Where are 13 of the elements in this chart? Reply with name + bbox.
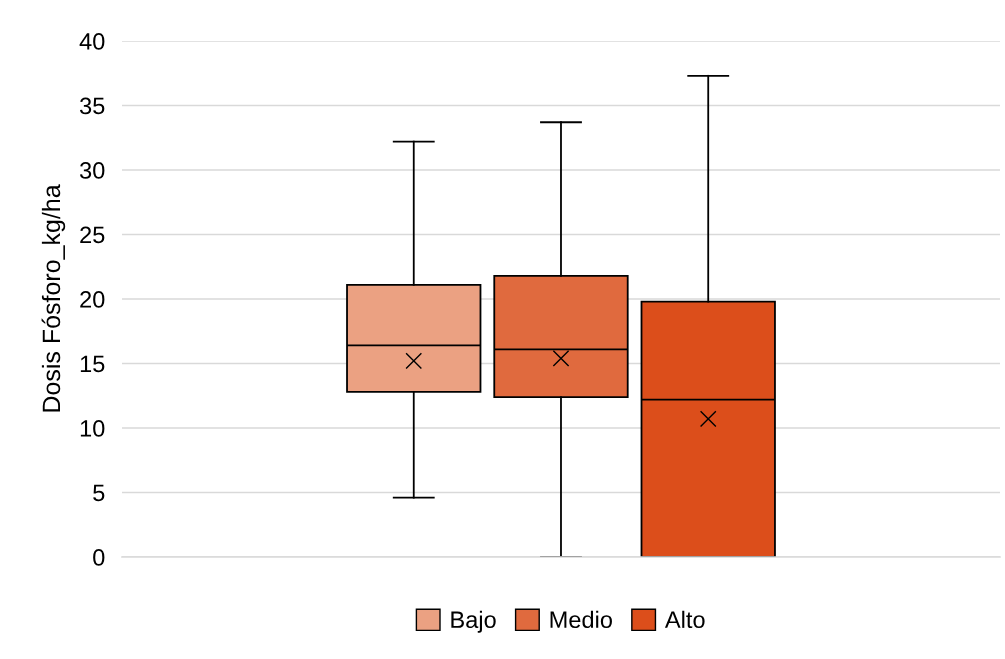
y-tick-label: 5 bbox=[93, 484, 105, 502]
y-tick-label: 15 bbox=[80, 355, 105, 373]
legend-label: Bajo bbox=[451, 610, 496, 633]
y-tick-label: 25 bbox=[80, 226, 105, 244]
legend-label: Alto bbox=[664, 610, 705, 629]
y-tick-label: 35 bbox=[79, 97, 105, 115]
y-tick-label: 30 bbox=[79, 162, 105, 179]
y-tick-label: 20 bbox=[80, 291, 105, 308]
y-tick-label: 0 bbox=[93, 549, 105, 566]
legend-label: Medio bbox=[550, 610, 612, 629]
y-tick-label: 40 bbox=[79, 33, 105, 50]
y-axis-title: Dosis Fósforo_kg/ha bbox=[41, 184, 66, 412]
y-tick-label: 10 bbox=[80, 420, 105, 437]
